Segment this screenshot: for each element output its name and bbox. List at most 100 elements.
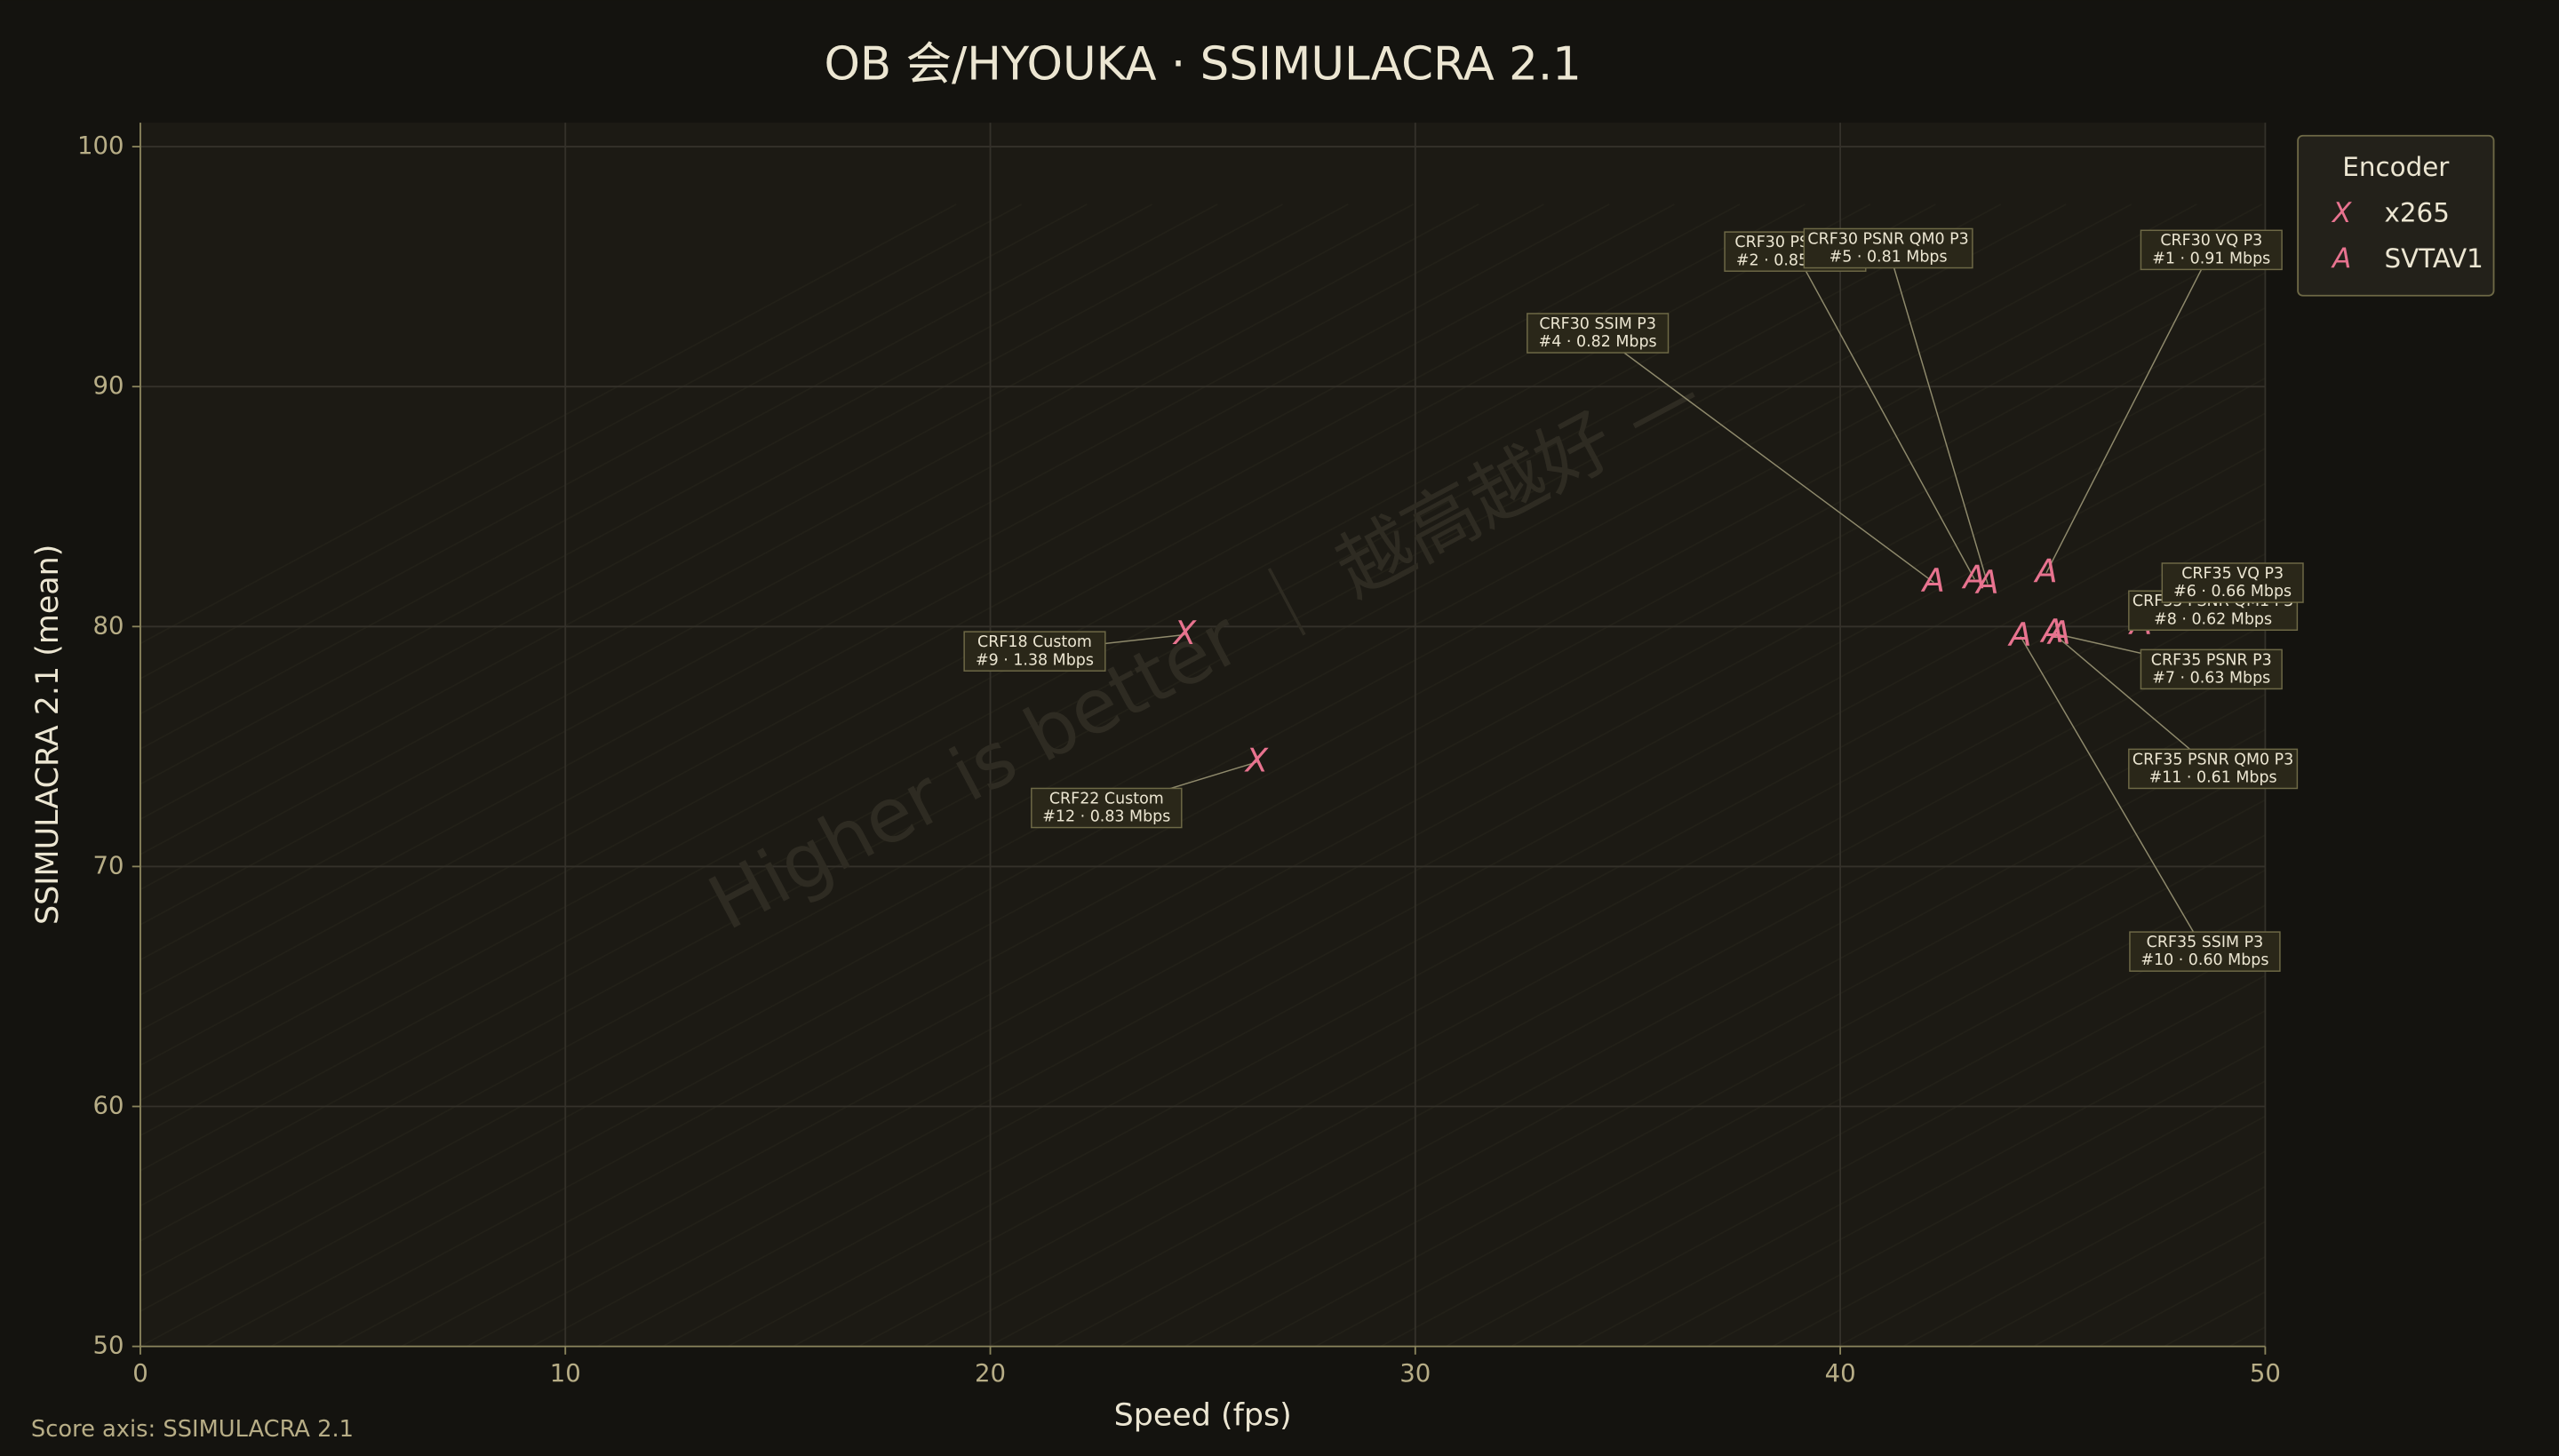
legend-marker: A xyxy=(2331,243,2351,274)
stripe xyxy=(140,203,1023,680)
annotation: CRF30 PSNR QM0 P3#5 · 0.81 Mbps xyxy=(1803,227,1973,269)
leader-line xyxy=(2020,636,2206,952)
point-marker: A xyxy=(2040,612,2064,650)
point-marker: X xyxy=(1244,741,1269,779)
point-marker: X xyxy=(1172,614,1197,652)
stripe xyxy=(466,377,2266,1347)
annotation-text: CRF30 VQ P3 xyxy=(2160,232,2262,250)
annotation-text: CRF35 SSIM P3 xyxy=(2147,934,2264,951)
stripe xyxy=(1902,1150,2266,1347)
x-tick-label: 20 xyxy=(975,1359,1006,1388)
y-tick-label: 50 xyxy=(93,1332,124,1360)
stripe xyxy=(140,203,1088,715)
stripe xyxy=(140,203,2132,1277)
stripe xyxy=(140,203,1415,891)
leader-line xyxy=(2045,250,2212,574)
annotation: CRF22 Custom#12 · 0.83 Mbps xyxy=(1031,787,1183,829)
y-tick-label: 80 xyxy=(93,611,124,640)
stripe xyxy=(140,203,1936,1172)
point-marker: A xyxy=(1921,561,1945,600)
y-tick-label: 100 xyxy=(77,131,124,160)
leader-line xyxy=(1597,332,1934,584)
annotation-text: CRF18 Custom xyxy=(977,633,1092,651)
stripe xyxy=(1837,1115,2266,1347)
annotation-box xyxy=(2161,562,2304,603)
annotation: CRF30 SSIM P3#4 · 0.82 Mbps xyxy=(1527,313,1670,354)
annotation-text: #11 · 0.61 Mbps xyxy=(2149,769,2277,787)
annotation-box xyxy=(2128,748,2299,790)
footer: Score axis: SSIMULACRA 2.1 xyxy=(31,1416,354,1443)
stripe xyxy=(204,236,2266,1347)
annotation: CRF35 VQ P3#6 · 0.66 Mbps xyxy=(2161,562,2304,603)
leader-line xyxy=(1887,248,1989,585)
stripe xyxy=(140,203,1284,821)
annotation-text: #4 · 0.82 Mbps xyxy=(1539,333,1657,351)
stripe xyxy=(140,203,1153,751)
annotation-text: CRF35 VQ P3 xyxy=(2181,565,2284,583)
x-tick-label: 30 xyxy=(1399,1359,1431,1388)
stripe xyxy=(1054,693,2266,1347)
x-tick-label: 40 xyxy=(1825,1359,1856,1388)
stripe xyxy=(1314,833,2266,1347)
stripe xyxy=(140,203,2197,1313)
annotation-text: #10 · 0.60 Mbps xyxy=(2140,951,2268,969)
annotation: CRF35 PSNR P3#7 · 0.63 Mbps xyxy=(2140,648,2283,690)
stripe xyxy=(662,482,2266,1347)
stripe xyxy=(793,553,2266,1347)
annotation-text: CRF35 PSNR QM0 P3 xyxy=(2132,751,2293,768)
stripe xyxy=(1380,869,2266,1347)
stripe xyxy=(140,203,1806,1102)
x-axis-label: Speed (fps) xyxy=(1114,1398,1292,1434)
annotation-text: #8 · 0.62 Mbps xyxy=(2154,610,2272,628)
stripes xyxy=(140,203,2266,1347)
stripe xyxy=(988,658,2266,1347)
stripe xyxy=(1511,939,2266,1347)
y-tick-label: 60 xyxy=(93,1092,124,1120)
annotation-text: #7 · 0.63 Mbps xyxy=(2152,669,2270,687)
stripe xyxy=(140,203,1479,926)
chart-title: OB 会/HYOUKA · SSIMULACRA 2.1 xyxy=(824,38,1581,91)
stripe xyxy=(140,203,2002,1207)
stripe xyxy=(857,588,2266,1347)
annotation-text: #9 · 1.38 Mbps xyxy=(976,651,1094,669)
stripe xyxy=(401,342,2266,1347)
stripe xyxy=(1706,1045,2266,1347)
annotation: CRF35 PSNR QM0 P3#11 · 0.61 Mbps xyxy=(2128,748,2299,790)
annotation-box xyxy=(1527,313,1670,354)
stripe xyxy=(140,203,2067,1242)
stripe xyxy=(140,203,1741,1067)
marks: XXAAAAAAAAACRF18 Custom#9 · 1.38 MbpsCRF… xyxy=(963,227,2304,972)
plot-area xyxy=(140,123,2266,1347)
legend-title: Encoder xyxy=(2342,152,2450,182)
annotation-box xyxy=(2140,229,2283,271)
stripe xyxy=(531,412,2266,1347)
annotation-text: CRF30 SSIM P3 xyxy=(1539,315,1656,333)
x-tick-label: 10 xyxy=(550,1359,581,1388)
stripe xyxy=(727,517,2266,1347)
stripe xyxy=(1575,975,2266,1347)
annotation-text: CRF22 Custom xyxy=(1049,790,1164,808)
annotation-box xyxy=(1031,787,1183,829)
stripe xyxy=(140,203,957,645)
stripe xyxy=(923,623,2266,1347)
y-tick-label: 70 xyxy=(93,851,124,879)
annotation: CRF35 SSIM P3#10 · 0.60 Mbps xyxy=(2129,931,2281,972)
annotation-box xyxy=(2129,931,2281,972)
annotation-text: CRF35 PSNR P3 xyxy=(2151,651,2272,669)
y-tick-label: 90 xyxy=(93,371,124,400)
stripe xyxy=(270,272,2266,1347)
legend-box xyxy=(2297,134,2495,297)
annotation-text: CRF30 PSNR QM0 P3 xyxy=(1807,230,1968,248)
legend-label: SVTAV1 xyxy=(2384,243,2483,274)
stripe xyxy=(140,203,2263,1347)
stripe xyxy=(140,203,1349,855)
annotation-text: #6 · 0.66 Mbps xyxy=(2173,583,2292,601)
annotation-box xyxy=(2140,648,2283,690)
annotation: CRF30 VQ P3#1 · 0.91 Mbps xyxy=(2140,229,2283,271)
stripe xyxy=(596,447,2266,1347)
point-marker: A xyxy=(2034,552,2058,590)
stripe xyxy=(1641,1009,2266,1347)
